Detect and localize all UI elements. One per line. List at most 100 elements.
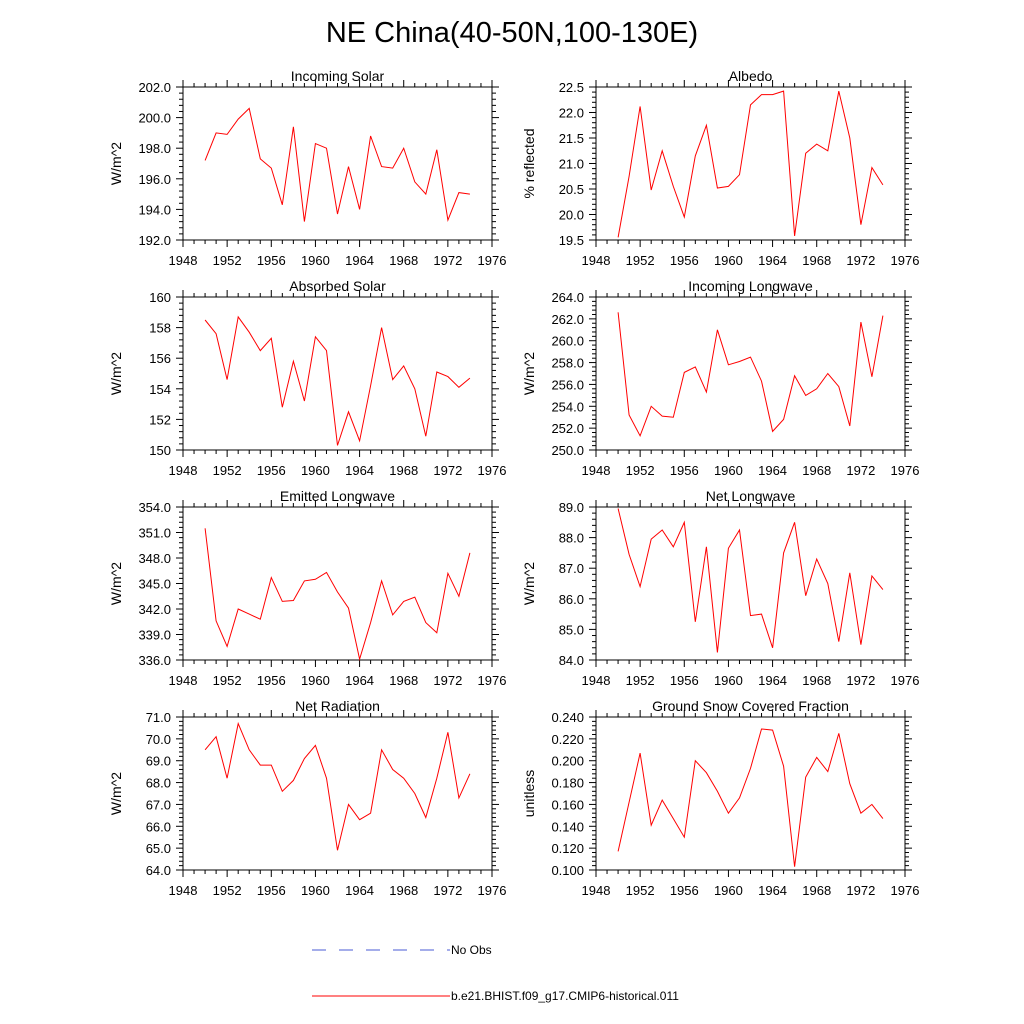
y-tick-label: 264.0 xyxy=(551,290,584,305)
x-tick-label: 1972 xyxy=(846,673,875,688)
series-line xyxy=(204,721,471,851)
x-tick-label: 1968 xyxy=(802,463,831,478)
x-tick-label: 1952 xyxy=(626,883,655,898)
y-tick-label: 200.0 xyxy=(138,111,171,126)
y-axis-label: W/m^2 xyxy=(108,352,124,395)
x-tick-label: 1960 xyxy=(714,883,743,898)
y-axis-label: unitless xyxy=(521,770,537,817)
x-tick-label: 1960 xyxy=(301,463,330,478)
x-tick-label: 1968 xyxy=(389,673,418,688)
x-tick-label: 1964 xyxy=(345,463,374,478)
y-tick-label: 21.5 xyxy=(559,131,584,146)
plot-frame xyxy=(595,296,906,451)
x-tick-label: 1964 xyxy=(758,463,787,478)
x-tick-label: 1976 xyxy=(891,883,920,898)
x-tick-label: 1964 xyxy=(758,673,787,688)
x-tick-label: 1976 xyxy=(478,673,507,688)
y-tick-label: 196.0 xyxy=(138,172,171,187)
y-tick-label: 254.0 xyxy=(551,399,584,414)
x-tick-label: 1976 xyxy=(891,673,920,688)
x-tick-label: 1972 xyxy=(433,253,462,268)
y-tick-label: 65.0 xyxy=(146,841,171,856)
x-tick-label: 1952 xyxy=(213,883,242,898)
y-tick-label: 84.0 xyxy=(559,653,584,668)
plot-frame xyxy=(182,296,493,451)
y-tick-label: 156 xyxy=(149,351,171,366)
x-tick-label: 1948 xyxy=(582,463,611,478)
panel-title: Net Radiation xyxy=(295,698,380,714)
y-axis-label: W/m^2 xyxy=(521,352,537,395)
x-tick-label: 1976 xyxy=(478,253,507,268)
legend: No Obs b.e21.BHIST.f09_g17.CMIP6-histori… xyxy=(312,943,679,1003)
y-tick-label: 0.180 xyxy=(551,776,584,791)
legend-label-model: b.e21.BHIST.f09_g17.CMIP6-historical.011 xyxy=(451,989,679,1003)
x-tick-label: 1948 xyxy=(169,673,198,688)
y-tick-label: 68.0 xyxy=(146,776,171,791)
x-tick-label: 1956 xyxy=(257,883,286,898)
y-tick-label: 88.0 xyxy=(559,531,584,546)
panel-title: Albedo xyxy=(729,68,773,84)
y-tick-label: 351.0 xyxy=(138,526,171,541)
y-axis-label: % reflected xyxy=(521,128,537,198)
plot-frame xyxy=(595,86,906,241)
x-tick-label: 1968 xyxy=(802,673,831,688)
y-tick-label: 336.0 xyxy=(138,653,171,668)
x-tick-label: 1964 xyxy=(758,253,787,268)
x-tick-label: 1964 xyxy=(345,253,374,268)
x-tick-label: 1948 xyxy=(582,883,611,898)
y-tick-label: 21.0 xyxy=(559,157,584,172)
x-tick-label: 1948 xyxy=(169,253,198,268)
series-line xyxy=(204,107,470,222)
figure-title: NE China(40-50N,100-130E) xyxy=(326,17,698,49)
x-tick-label: 1948 xyxy=(169,463,198,478)
y-tick-label: 152 xyxy=(149,412,171,427)
y-tick-label: 0.240 xyxy=(551,710,584,725)
y-tick-label: 87.0 xyxy=(559,561,584,576)
y-tick-label: 0.160 xyxy=(551,797,584,812)
y-tick-label: 252.0 xyxy=(551,421,584,436)
y-tick-label: 194.0 xyxy=(138,202,171,217)
x-tick-label: 1952 xyxy=(626,673,655,688)
y-tick-label: 85.0 xyxy=(559,622,584,637)
chart-panel-3: Absorbed Solar 1948 1952 1956 1960 1964 1968 19… xyxy=(108,278,506,478)
y-tick-label: 86.0 xyxy=(559,592,584,607)
x-tick-label: 1976 xyxy=(891,253,920,268)
chart-panels: Incoming Solar 1948 1952 1956 1960 1964 1968 19… xyxy=(108,68,919,898)
y-tick-label: 258.0 xyxy=(551,356,584,371)
y-tick-label: 66.0 xyxy=(146,819,171,834)
y-tick-label: 354.0 xyxy=(138,500,171,515)
x-tick-label: 1952 xyxy=(213,673,242,688)
y-tick-label: 69.0 xyxy=(146,754,171,769)
series-line xyxy=(617,90,884,238)
x-tick-label: 1960 xyxy=(301,253,330,268)
y-tick-label: 0.140 xyxy=(551,819,584,834)
y-tick-label: 67.0 xyxy=(146,797,171,812)
y-tick-label: 192.0 xyxy=(138,233,171,248)
x-tick-label: 1948 xyxy=(582,673,611,688)
y-tick-label: 202.0 xyxy=(138,80,171,95)
x-tick-label: 1976 xyxy=(478,463,507,478)
y-tick-label: 20.0 xyxy=(559,208,584,223)
y-tick-label: 256.0 xyxy=(551,377,584,392)
panel-title: Emitted Longwave xyxy=(280,488,395,504)
y-tick-label: 262.0 xyxy=(551,312,584,327)
x-tick-label: 1956 xyxy=(670,463,699,478)
y-tick-label: 158 xyxy=(149,321,171,336)
x-tick-label: 1960 xyxy=(714,673,743,688)
y-tick-label: 64.0 xyxy=(146,863,171,878)
y-tick-label: 0.220 xyxy=(551,732,584,747)
plot-frame xyxy=(182,86,493,241)
series-line xyxy=(204,315,471,446)
x-tick-label: 1964 xyxy=(345,673,374,688)
y-axis-label: W/m^2 xyxy=(108,142,124,185)
x-tick-label: 1960 xyxy=(714,253,743,268)
x-tick-label: 1952 xyxy=(626,253,655,268)
y-tick-label: 339.0 xyxy=(138,628,171,643)
panel-title: Incoming Longwave xyxy=(688,278,813,294)
x-tick-label: 1964 xyxy=(345,883,374,898)
x-tick-label: 1948 xyxy=(169,883,198,898)
series-line xyxy=(617,508,884,653)
panel-title: Ground Snow Covered Fraction xyxy=(652,698,849,714)
panel-title: Net Longwave xyxy=(706,488,796,504)
x-tick-label: 1956 xyxy=(257,463,286,478)
